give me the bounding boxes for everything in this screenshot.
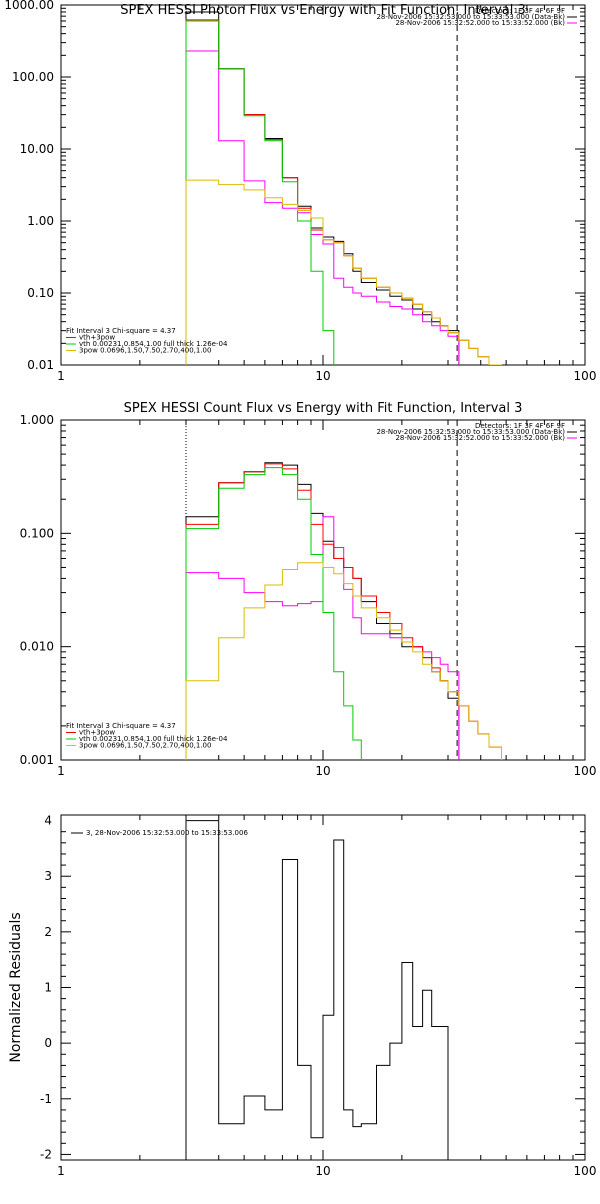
series-line-3 xyxy=(185,463,502,760)
y-tick-label: -1 xyxy=(40,1092,52,1106)
x-tick-label: 10 xyxy=(315,369,330,383)
x-tick-label: 1 xyxy=(57,369,65,383)
header-line-1: Detectors: 1F 3F 4F 6F 9F xyxy=(475,7,565,15)
x-tick-label: 100 xyxy=(574,1164,597,1178)
y-axis-label: Normalized Residuals xyxy=(8,912,24,1062)
x-tick-label: 100 xyxy=(574,764,597,778)
y-tick-label: 0.100 xyxy=(20,526,54,540)
header-line-2: 28-Nov-2006 15:32:53.000 to 15:33:53.000… xyxy=(376,13,565,21)
y-tick-label: 0.001 xyxy=(20,753,54,767)
y-tick-label: -2 xyxy=(40,1147,52,1161)
series-group xyxy=(185,11,502,365)
x-tick-label: 10 xyxy=(315,1164,330,1178)
series-line-5 xyxy=(185,179,502,365)
chart-panel-3: 1 10 100 -2 -1 0 1 2 3 4 Normalized Residuals 3, 28… xyxy=(8,814,597,1178)
x-tick-label: 1 xyxy=(57,1164,65,1178)
series-line-1 xyxy=(185,462,460,760)
y-tick-label: 10.00 xyxy=(20,142,54,156)
series-line-4 xyxy=(185,467,362,760)
header-line-1: Detectors: 1F 3F 4F 6F 9F xyxy=(475,422,565,430)
series-line-4 xyxy=(185,20,335,365)
y-tick-label: 1.00 xyxy=(27,214,54,228)
y-tick-label: 0.10 xyxy=(27,286,54,300)
series-group xyxy=(185,462,502,760)
y-tick-label: 1.000 xyxy=(20,413,54,427)
series-line-3 xyxy=(185,19,502,365)
header-line-3: 28-Nov-2006 15:32:52.000 to 15:33:52.000… xyxy=(395,19,565,27)
legend-line-1: Fit Interval 3 Chi-square = 4.37 xyxy=(66,722,176,730)
y-tick-label: 4 xyxy=(44,814,52,828)
legend-line-2: vth+3pow xyxy=(79,334,115,342)
y-tick-label: 0 xyxy=(44,1036,52,1050)
legend-line-4: 3pow 0.0696,1.50,7.50,2.70,400,1.00 xyxy=(79,742,211,750)
series-group xyxy=(185,820,460,1160)
chart-panel-1: SPEX HESSI Photon Flux vs Energy with Fi… xyxy=(4,0,597,383)
y-tick-label: 0.010 xyxy=(20,640,54,654)
series-line-5 xyxy=(185,562,502,760)
y-tick-label: 1000.00 xyxy=(4,0,54,12)
series-line-1 xyxy=(185,820,460,1160)
y-tick-label: 2 xyxy=(44,925,52,939)
legend-line-1: Fit Interval 3 Chi-square = 4.37 xyxy=(66,327,176,335)
chart-panel-2: SPEX HESSI Count Flux vs Energy with Fit… xyxy=(20,401,597,778)
header-line-3: 28-Nov-2006 15:32:52.000 to 15:33:52.000… xyxy=(395,434,565,442)
legend-line-3: vth 0.00231,0.854,1.00 full thick 1.26e-… xyxy=(79,735,228,743)
chart-title: SPEX HESSI Count Flux vs Energy with Fit… xyxy=(124,401,523,416)
header-line-2: 28-Nov-2006 15:32:53.000 to 15:33:53.000… xyxy=(376,428,565,436)
series-line-1 xyxy=(185,11,460,365)
y-tick-label: 1 xyxy=(44,981,52,995)
series-line-2 xyxy=(185,50,460,365)
legend-line-4: 3pow 0.0696,1.50,7.50,2.70,400,1.00 xyxy=(79,347,211,355)
legend-line-1: 3, 28-Nov-2006 15:32:53.000 to 15:33:53.… xyxy=(86,829,248,837)
legend-line-2: vth+3pow xyxy=(79,729,115,737)
y-tick-label: 100.00 xyxy=(12,70,54,84)
x-tick-label: 100 xyxy=(574,369,597,383)
y-tick-label: 0.01 xyxy=(27,358,54,372)
x-tick-label: 1 xyxy=(57,764,65,778)
y-tick-label: 3 xyxy=(44,869,52,883)
legend-line-3: vth 0.00231,0.854,1.00 full thick 1.26e-… xyxy=(79,340,228,348)
x-tick-label: 10 xyxy=(315,764,330,778)
